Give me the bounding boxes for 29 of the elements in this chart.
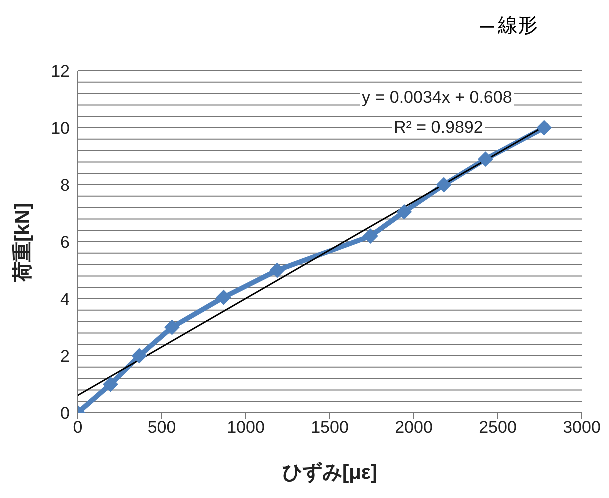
y-tick-label: 4 xyxy=(60,290,70,310)
x-tick-label: 1500 xyxy=(311,418,349,438)
annotation: R² = 0.9892 xyxy=(392,118,486,138)
y-tick-label: 8 xyxy=(60,176,70,196)
y-tick-label: 6 xyxy=(60,233,70,252)
x-axis-title: ひずみ[με] xyxy=(282,462,378,484)
x-tick-label: 1000 xyxy=(227,418,265,438)
point xyxy=(536,120,552,136)
x-tick-label: 3000 xyxy=(563,418,601,438)
point xyxy=(103,377,118,392)
point xyxy=(396,204,412,220)
legend-label: 線形 xyxy=(498,15,538,37)
y-tick-label: 12 xyxy=(51,62,70,82)
annotation: y = 0.0034x + 0.608 xyxy=(360,88,514,108)
point xyxy=(132,348,147,364)
x-tick-label: 2500 xyxy=(479,418,517,438)
point xyxy=(270,263,285,278)
y-tick-label: 2 xyxy=(60,347,70,366)
point xyxy=(164,320,180,335)
point xyxy=(436,178,452,192)
y-tick-label: 10 xyxy=(51,119,70,138)
y-axis-title: 荷重[kN] xyxy=(11,203,34,283)
point xyxy=(216,290,232,306)
x-tick-label: 500 xyxy=(148,418,176,438)
x-tick-label: 2000 xyxy=(395,418,433,438)
x-tick-label: 0 xyxy=(73,418,83,438)
point xyxy=(478,152,494,167)
point xyxy=(363,228,378,244)
y-tick-label: 0 xyxy=(60,404,70,424)
